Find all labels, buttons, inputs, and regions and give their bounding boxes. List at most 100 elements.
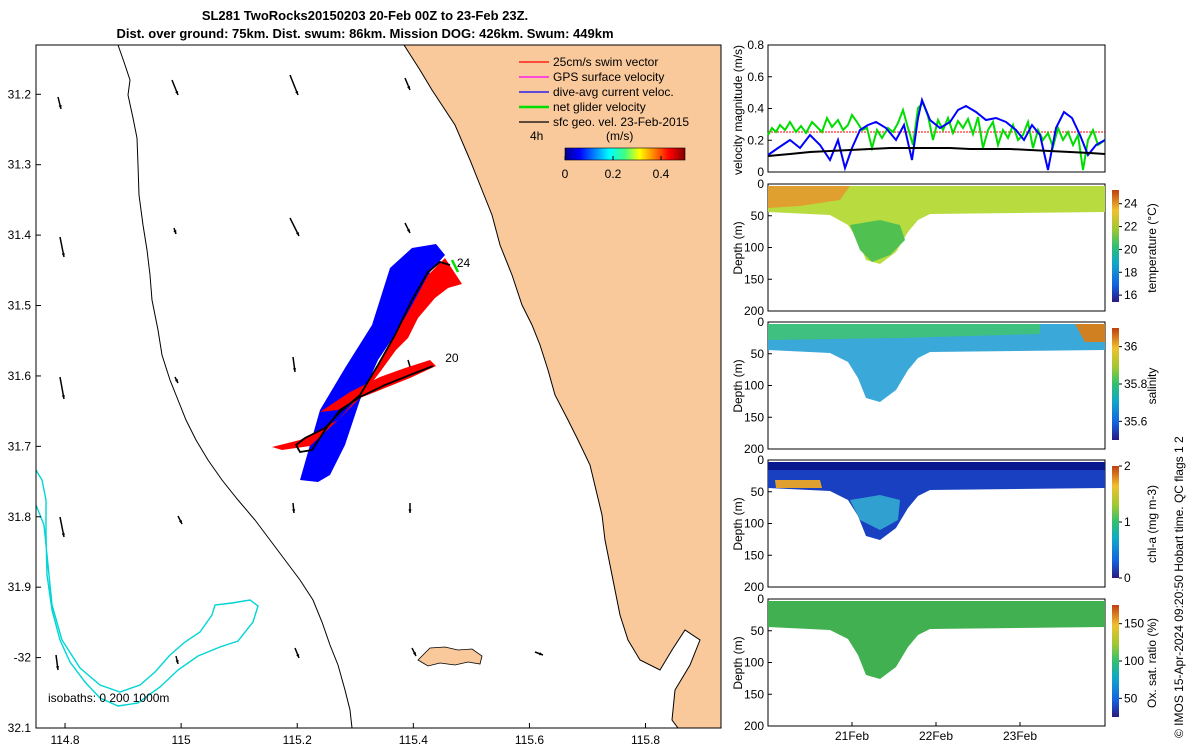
legend-label-gps: GPS surface velocity	[553, 70, 664, 84]
salinity-cbar-label: salinity	[1145, 368, 1159, 405]
temperature-panel: 0 50 100 150 200 16 18 20 22 24 Depth (m) temper…	[731, 177, 1159, 318]
map-y-ticks: 31.2 31.3 31.4 31.5 31.6 31.7 31.8 31.9 -32 32.1	[8, 87, 41, 735]
current-vectors-band	[300, 244, 445, 482]
geo-velocity-arrowhead	[61, 533, 65, 537]
chla-colorbar	[1112, 466, 1119, 578]
cbar-tick-label: 24	[1124, 197, 1138, 211]
credit-line: © IMOS 15-Apr-2024 09:20:50 Hobart time.…	[1172, 436, 1186, 738]
isobath-1000	[36, 469, 259, 707]
velocity-panel: 0 0.2 0.4 0.6 0.8 velocity magnitude (m/s)	[731, 38, 1106, 179]
geo-velocity-arrowhead	[175, 660, 179, 664]
velocity-y-tick-label: 0.2	[747, 133, 764, 147]
cbar-tick-label: 22	[1124, 220, 1138, 234]
temperature-y-ticks: 0 50 100 150 200	[744, 177, 772, 318]
map-x-tick-label: 114.8	[50, 733, 79, 747]
legend-label-current: dive-avg current veloc.	[553, 85, 674, 99]
series-net-velocity	[767, 101, 1106, 171]
map-cbar-tick-label: 0.4	[653, 167, 670, 181]
depth-tick-label: 0	[757, 177, 764, 191]
depth-tick-label: 150	[744, 410, 764, 424]
legend-label-geo: sfc geo. vel. 23-Feb-2015	[553, 115, 689, 129]
chla-cbar-label: chl-a (mg m-3)	[1145, 485, 1159, 563]
temperature-depth-label: Depth (m)	[731, 221, 745, 274]
net-velocity-mark	[450, 259, 460, 273]
map-y-tick-label: 31.7	[8, 439, 32, 453]
cbar-tick-label: 20	[1124, 242, 1138, 256]
depth-tick-label: 150	[744, 272, 764, 286]
depth-tick-label: 150	[744, 548, 764, 562]
cbar-tick-label: 35.8	[1124, 377, 1148, 391]
map-x-ticks: 114.8 115 115.2 115.4 115.6 115.8	[50, 723, 660, 747]
depth-tick-label: 0	[757, 453, 764, 467]
geo-velocity-arrowhead	[61, 395, 65, 399]
cbar-tick-label: 50	[1124, 691, 1138, 705]
velocity-y-tick-label: 0.8	[747, 38, 764, 52]
map-frame	[35, 44, 722, 729]
title-line-2: Dist. over ground: 75km. Dist. swum: 86k…	[116, 26, 614, 41]
depth-tick-label: 0	[757, 592, 764, 606]
salinity-section	[768, 324, 1105, 402]
date-x-ticks: 21Feb 22Feb 23Feb	[835, 722, 1037, 743]
isobath-note: isobaths: 0 200 1000m	[48, 691, 169, 705]
depth-tick-label: 100	[744, 379, 764, 393]
depth-tick-label: 200	[744, 580, 764, 594]
depth-tick-label: 200	[744, 304, 764, 318]
chla-section	[768, 462, 1105, 540]
map-x-tick-label: 115.4	[399, 733, 428, 747]
date-tick-label: 23Feb	[1003, 729, 1037, 743]
series-geostrophic-velocity	[767, 147, 1106, 157]
geo-velocity-arrowhead	[296, 654, 300, 658]
depth-tick-label: 100	[744, 656, 764, 670]
depth-tick-label: 200	[744, 442, 764, 456]
isobath-200	[117, 45, 353, 728]
scale-label: 4h	[530, 129, 543, 143]
track-label-24: 24	[457, 256, 471, 270]
salinity-surface-layer	[768, 324, 1040, 340]
legend-label-swim: 25cm/s swim vector	[553, 55, 658, 69]
map-y-tick-label: -32	[14, 651, 32, 665]
geo-velocity-arrowhead	[539, 652, 543, 656]
map-x-tick-label: 115	[172, 733, 191, 747]
geo-velocity-arrowhead	[412, 652, 416, 656]
oxygen-panel: 0 50 100 150 200 21Feb 22Feb 23Feb 50 100 150 De…	[731, 592, 1159, 743]
chla-colorbar-ticks: 0 1 2	[1119, 459, 1131, 585]
map-y-tick-label: 32.1	[8, 721, 32, 735]
chla-high-patch	[775, 480, 822, 488]
glider-track	[294, 260, 451, 453]
map-y-tick-label: 31.6	[8, 369, 32, 383]
chla-y-ticks: 0 50 100 150 200	[744, 453, 772, 594]
salinity-colorbar-ticks: 35.6 35.8 36	[1119, 340, 1148, 428]
oxygen-section	[768, 601, 1105, 679]
temperature-cbar-label: temperature (°C)	[1145, 203, 1159, 293]
chla-surface-low	[768, 462, 1105, 470]
date-tick-label: 21Feb	[835, 729, 869, 743]
geo-velocity-arrowhead	[173, 230, 177, 234]
colorbar-unit: (m/s)	[606, 129, 633, 143]
depth-tick-label: 150	[744, 687, 764, 701]
map-y-tick-label: 31.9	[8, 580, 32, 594]
map-colorbar-ticks: 0 0.2 0.4	[562, 156, 670, 181]
depth-tick-label: 100	[744, 517, 764, 531]
geo-velocity-arrowhead	[61, 253, 65, 257]
map-cbar-tick-label: 0.2	[605, 167, 622, 181]
cbar-tick-label: 1	[1124, 515, 1131, 529]
map-y-tick-label: 31.5	[8, 299, 32, 313]
cbar-tick-label: 0	[1124, 571, 1131, 585]
geo-velocity-arrowhead	[55, 666, 60, 670]
temperature-cool-core	[850, 220, 905, 262]
salinity-panel: 0 50 100 150 200 35.6 35.8 36 Depth (m) salini…	[731, 315, 1159, 456]
chla-panel: 0 50 100 150 200 0 1 2 Depth (m) chl-a (mg m-3…	[731, 453, 1159, 594]
velocity-y-tick-label: 0.6	[747, 70, 764, 84]
geo-velocity-arrow	[59, 376, 65, 400]
rottnest-island	[417, 646, 483, 667]
chla-core	[850, 495, 900, 530]
salinity-depth-label: Depth (m)	[731, 359, 745, 412]
geo-velocity-arrowhead	[407, 86, 411, 90]
depth-tick-label: 50	[751, 624, 765, 638]
geo-velocity-arrowhead	[178, 520, 182, 524]
map-panel: 114.8 115 115.2 115.4 115.6 115.8 31.231.331.…	[8, 44, 722, 747]
depth-tick-label: 50	[751, 347, 765, 361]
velocity-y-tick-label: 0.4	[747, 102, 764, 116]
cbar-tick-label: 100	[1124, 654, 1144, 668]
